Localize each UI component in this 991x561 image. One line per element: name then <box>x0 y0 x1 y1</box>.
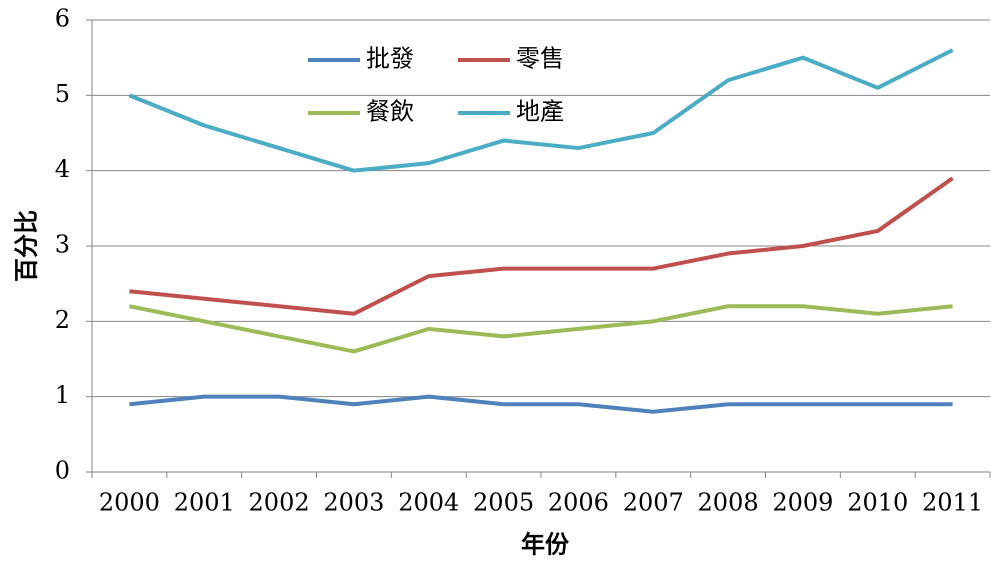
series-line <box>128 48 954 173</box>
y-tick-label: 1 <box>55 381 70 409</box>
y-axis-title: 百分比 <box>12 210 41 282</box>
x-axis-title: 年份 <box>521 530 570 559</box>
legend-label: 餐飲 <box>366 98 414 126</box>
x-tick-label: 2010 <box>847 489 908 517</box>
x-tick-label: 2002 <box>249 489 310 517</box>
y-tick-label: 4 <box>55 155 70 183</box>
series-line <box>129 304 953 354</box>
x-tick-label: 2006 <box>548 489 609 517</box>
legend-label: 地產 <box>516 98 564 126</box>
x-tick-label: 2000 <box>99 489 160 517</box>
series-line <box>129 394 953 414</box>
y-tick-label: 2 <box>55 306 70 334</box>
legend-label: 零售 <box>516 45 564 73</box>
x-tick-label: 2001 <box>174 489 235 517</box>
x-tick-label: 2004 <box>398 489 459 517</box>
x-tick-label: 2005 <box>473 489 534 517</box>
legend-label: 批發 <box>366 45 414 73</box>
x-tick-label: 2008 <box>698 489 759 517</box>
x-tick-label: 2011 <box>922 489 983 517</box>
y-tick-label: 0 <box>55 457 70 485</box>
y-tick-label: 5 <box>55 80 70 108</box>
x-tick-label: 2007 <box>623 489 684 517</box>
series-line <box>129 176 954 316</box>
x-tick-label: 2003 <box>323 489 384 517</box>
y-tick-label: 3 <box>55 231 70 259</box>
y-tick-label: 6 <box>55 5 70 33</box>
x-tick-label: 2009 <box>772 489 833 517</box>
